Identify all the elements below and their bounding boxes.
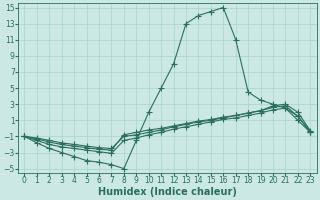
X-axis label: Humidex (Indice chaleur): Humidex (Indice chaleur) — [98, 187, 237, 197]
